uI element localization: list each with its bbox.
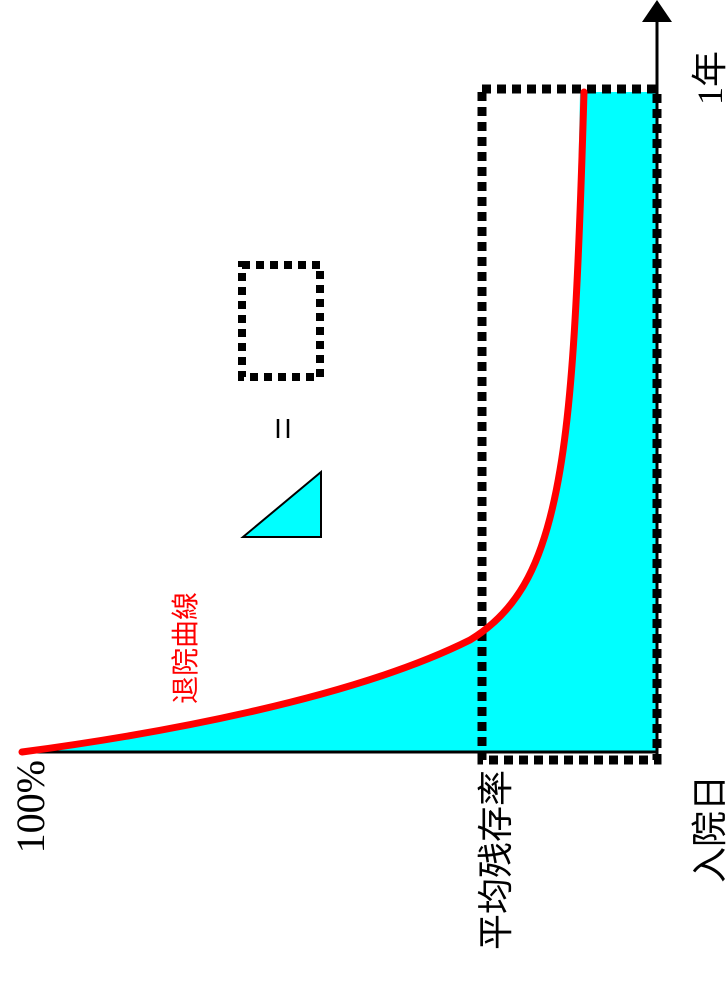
x-end-label: 1年 <box>690 51 727 105</box>
area-under-curve <box>22 92 657 752</box>
legend-triangle <box>240 469 322 538</box>
time-axis-arrow-icon <box>642 0 672 22</box>
curve-label: 退院曲線 <box>169 592 202 704</box>
discharge-curve <box>18 88 588 756</box>
y-top-label: 100% <box>8 760 53 853</box>
legend-dotted-box <box>238 261 324 381</box>
y-mid-label: 平均残存率 <box>476 770 517 950</box>
x-origin-label: 入院日 <box>690 775 727 883</box>
legend-equals-sign <box>276 419 290 438</box>
